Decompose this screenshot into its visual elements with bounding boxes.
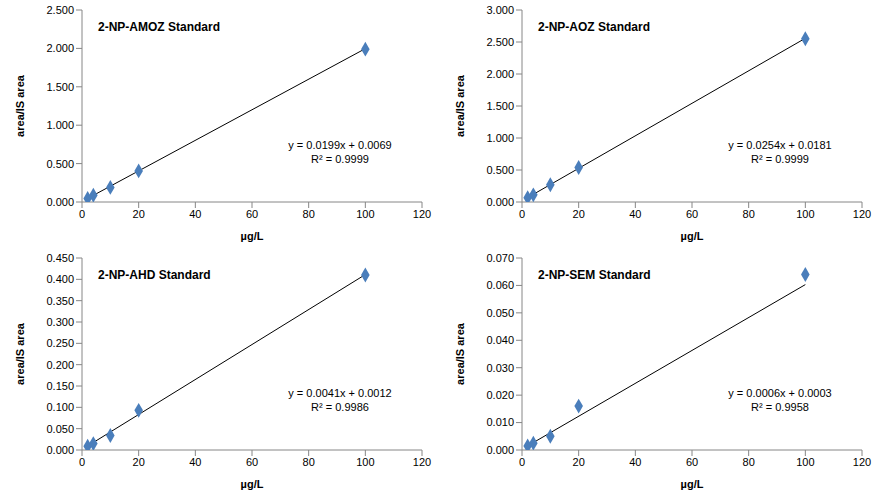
svg-text:µg/L: µg/L	[241, 230, 264, 242]
svg-text:1.000: 1.000	[486, 132, 514, 144]
svg-text:1.000: 1.000	[46, 119, 74, 131]
svg-text:80: 80	[303, 456, 315, 468]
svg-text:120: 120	[853, 208, 871, 220]
svg-text:3.000: 3.000	[486, 4, 514, 16]
svg-text:0: 0	[79, 456, 85, 468]
svg-text:0.100: 0.100	[46, 401, 74, 413]
svg-text:0.500: 0.500	[46, 158, 74, 170]
svg-text:40: 40	[189, 208, 201, 220]
svg-text:60: 60	[686, 208, 698, 220]
svg-text:0.010: 0.010	[486, 416, 514, 428]
svg-text:0: 0	[519, 456, 525, 468]
svg-text:0.020: 0.020	[486, 389, 514, 401]
svg-text:µg/L: µg/L	[681, 230, 704, 242]
svg-text:area/IS area: area/IS area	[454, 322, 466, 385]
svg-text:120: 120	[413, 208, 431, 220]
svg-text:2.500: 2.500	[486, 36, 514, 48]
svg-text:area/IS area: area/IS area	[14, 322, 26, 385]
svg-text:0.050: 0.050	[486, 307, 514, 319]
svg-text:µg/L: µg/L	[241, 478, 264, 490]
svg-text:0.150: 0.150	[46, 380, 74, 392]
html-text:R² = 0.9999: R² = 0.9999	[751, 153, 809, 165]
svg-text:area/IS area: area/IS area	[14, 74, 26, 137]
svg-text:0.000: 0.000	[486, 444, 514, 456]
svg-text:2.000: 2.000	[486, 68, 514, 80]
svg-text:60: 60	[246, 456, 258, 468]
svg-text:0.030: 0.030	[486, 362, 514, 374]
svg-text:20: 20	[573, 456, 585, 468]
html-text:y = 0.0254x + 0.0181: y = 0.0254x + 0.0181	[728, 139, 832, 151]
svg-text:0.450: 0.450	[46, 252, 74, 264]
html-text:R² = 0.9986: R² = 0.9986	[311, 401, 369, 413]
html-text:R² = 0.9999: R² = 0.9999	[311, 153, 369, 165]
svg-text:100: 100	[356, 456, 374, 468]
html-text:R² = 0.9958: R² = 0.9958	[751, 401, 809, 413]
svg-text:120: 120	[853, 456, 871, 468]
svg-text:60: 60	[686, 456, 698, 468]
svg-text:0.300: 0.300	[46, 316, 74, 328]
svg-text:60: 60	[246, 208, 258, 220]
svg-text:0.000: 0.000	[486, 196, 514, 208]
svg-text:2.000: 2.000	[46, 42, 74, 54]
svg-text:0.400: 0.400	[46, 273, 74, 285]
svg-text:100: 100	[796, 456, 814, 468]
svg-text:0: 0	[79, 208, 85, 220]
svg-text:40: 40	[189, 456, 201, 468]
svg-text:100: 100	[356, 208, 374, 220]
svg-text:0.050: 0.050	[46, 423, 74, 435]
svg-text:0.350: 0.350	[46, 295, 74, 307]
svg-text:0.000: 0.000	[46, 196, 74, 208]
html-text:2-NP-AMOZ Standard: 2-NP-AMOZ Standard	[98, 20, 220, 34]
svg-text:0: 0	[519, 208, 525, 220]
svg-text:0.000: 0.000	[46, 444, 74, 456]
svg-text:100: 100	[796, 208, 814, 220]
svg-text:area/IS area: area/IS area	[454, 74, 466, 137]
svg-text:80: 80	[743, 208, 755, 220]
svg-text:0.500: 0.500	[486, 164, 514, 176]
svg-text:40: 40	[629, 208, 641, 220]
svg-text:20: 20	[133, 456, 145, 468]
svg-text:40: 40	[629, 456, 641, 468]
html-text:y = 0.0199x + 0.0069: y = 0.0199x + 0.0069	[288, 139, 392, 151]
html-text:2-NP-AOZ Standard: 2-NP-AOZ Standard	[538, 20, 650, 34]
svg-text:120: 120	[413, 456, 431, 468]
svg-text:2.500: 2.500	[46, 4, 74, 16]
svg-text:0.250: 0.250	[46, 337, 74, 349]
svg-text:0.060: 0.060	[486, 279, 514, 291]
svg-text:0.070: 0.070	[486, 252, 514, 264]
svg-text:1.500: 1.500	[486, 100, 514, 112]
svg-text:1.500: 1.500	[46, 81, 74, 93]
svg-text:80: 80	[303, 208, 315, 220]
svg-text:20: 20	[133, 208, 145, 220]
svg-text:0.040: 0.040	[486, 334, 514, 346]
html-text:2-NP-SEM Standard: 2-NP-SEM Standard	[538, 268, 651, 282]
svg-text:80: 80	[743, 456, 755, 468]
svg-text:0.200: 0.200	[46, 359, 74, 371]
html-text:2-NP-AHD Standard: 2-NP-AHD Standard	[98, 268, 211, 282]
svg-text:µg/L: µg/L	[681, 478, 704, 490]
html-text:y = 0.0006x + 0.0003: y = 0.0006x + 0.0003	[728, 387, 832, 399]
html-text:y = 0.0041x + 0.0012: y = 0.0041x + 0.0012	[288, 387, 392, 399]
svg-text:20: 20	[573, 208, 585, 220]
